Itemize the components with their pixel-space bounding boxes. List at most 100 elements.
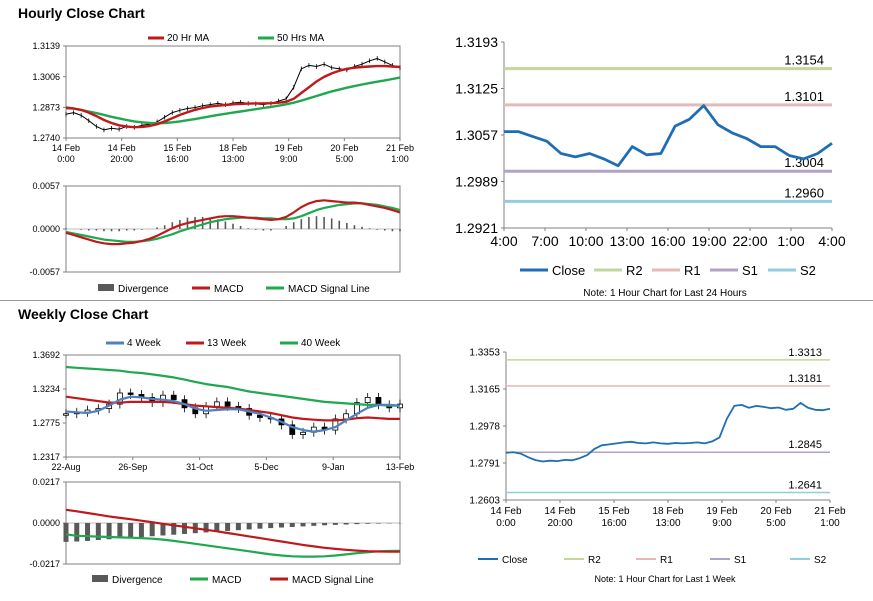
level-label-r1: 1.3101 [784, 89, 824, 104]
chart-note: Note: 1 Hour Chart for Last 24 Hours [583, 288, 746, 299]
legend-label-s2: S2 [800, 263, 816, 278]
y-tick-label: -0.0057 [29, 267, 60, 277]
x-tick-label: 20 Feb [760, 506, 792, 517]
y-tick-label: 1.3057 [455, 127, 498, 143]
x-tick-label: 20:00 [547, 518, 572, 529]
x-tick-label: 14 Feb [544, 506, 576, 517]
divergence-bar [343, 523, 349, 525]
macd-line [65, 533, 401, 558]
hourly-macd-chart: 0.0057 0.0000 -0.0057 Divergence MACD MACD… [29, 181, 401, 295]
pivot-levels: 1.3313 1.3181 1.2845 1.2641 [506, 347, 830, 494]
candle-body [224, 401, 231, 407]
x-tick-label: 20:00 [110, 154, 133, 164]
candle-body [127, 392, 134, 395]
x-tick-label: 16:00 [166, 154, 189, 164]
divergence-bar [246, 523, 252, 530]
legend-label-divergence: Divergence [118, 284, 169, 295]
divergence-bar [225, 523, 231, 531]
x-tick-label: 9:00 [712, 518, 732, 529]
legend-label-macd-signal: MACD Signal Line [288, 284, 370, 295]
x-tick-label: 18 Feb [652, 506, 684, 517]
series-lines [65, 56, 401, 133]
x-tick-label: 13:00 [609, 233, 644, 249]
weekly-pivot-legend: Close R2 R1 S1 S2 Note: 1 Hour Chart for… [478, 555, 827, 584]
candle-body [375, 397, 382, 406]
y-tick-label: 1.2775 [32, 418, 60, 428]
y-axis-ticks: 1.3139 1.3006 1.2873 1.2740 [32, 41, 66, 143]
y-tick-label: 1.2989 [455, 173, 498, 189]
x-tick-label: 1:00 [777, 233, 804, 249]
divergence-bar [235, 523, 241, 531]
x-tick-label: 15 Feb [163, 143, 191, 153]
divergence-bar [311, 523, 317, 526]
weekly-pivot-chart: 1.3313 1.3181 1.2845 1.2641 1.3353 1.3165 1.2… [469, 347, 846, 584]
x-tick-label: 5:00 [336, 154, 354, 164]
ma-13-week-line [65, 395, 400, 422]
x-tick-label: 1:00 [820, 518, 840, 529]
x-tick-label: 9:00 [280, 154, 298, 164]
x-tick-label: 4:00 [490, 233, 517, 249]
legend-label-20hr-ma: 20 Hr MA [167, 33, 210, 44]
y-tick-label: 1.3353 [469, 348, 500, 359]
candle-body [170, 394, 177, 401]
x-tick-label: 19 Feb [706, 506, 738, 517]
candle-body [213, 401, 220, 407]
divergence-bar [171, 523, 177, 535]
ma-4-week-line [65, 395, 401, 433]
hourly-price-legend: 20 Hr MA 50 Hrs MA [148, 33, 325, 44]
series-lines [505, 402, 831, 463]
divergence-bar [95, 523, 101, 541]
weekly-price-legend: 4 Week 13 Week 40 Week [106, 338, 341, 349]
divergence-bar [182, 523, 188, 534]
divergence-bar [268, 523, 274, 529]
x-tick-label: 9-Jan [322, 462, 345, 472]
divergence-bar [160, 523, 166, 536]
x-tick-label: 16:00 [650, 233, 685, 249]
y-tick-label: -0.0217 [29, 559, 60, 569]
y-tick-label: 1.2317 [32, 452, 60, 462]
level-label-s2: 1.2641 [788, 480, 822, 492]
x-tick-label: 20 Feb [330, 143, 358, 153]
x-axis-ticks: 4:00 7:00 10:00 13:00 16:00 19:00 22:00 1:00 4:0… [490, 228, 846, 249]
x-tick-label: 4:00 [818, 233, 845, 249]
y-tick-label: 1.3006 [32, 72, 60, 82]
y-tick-label: 1.3125 [455, 80, 498, 96]
ma-20-line [65, 64, 401, 129]
x-axis-ticks: 22-Aug 26-Sep 31-Oct 5-Dec 9-Jan 13-Feb [51, 457, 414, 472]
x-tick-label: 21 Feb [814, 506, 846, 517]
x-tick-label: 19:00 [691, 233, 726, 249]
candle-body [364, 397, 371, 404]
x-tick-label: 22:00 [732, 233, 767, 249]
legend-label-close: Close [502, 555, 528, 566]
y-tick-label: 1.3165 [469, 385, 500, 396]
level-label-s1: 1.2845 [788, 439, 822, 451]
close-line [505, 402, 831, 463]
chart-note: Note: 1 Hour Chart for Last 1 Week [595, 574, 736, 584]
legend-label-r2: R2 [626, 263, 643, 278]
divergence-bar [332, 523, 338, 525]
divergence-bar [300, 523, 306, 527]
legend-label-r2: R2 [588, 555, 601, 566]
divergence-bar [214, 523, 220, 532]
x-tick-label: 14 Feb [52, 143, 80, 153]
hourly-macd-legend: Divergence MACD MACD Signal Line [98, 284, 370, 295]
candle-body [300, 431, 306, 435]
weekly-price-chart: 4 Week 13 Week 40 Week 1.3692 1.3234 1.277… [32, 338, 414, 472]
y-tick-label: 1.3139 [32, 41, 60, 51]
y-tick-label: 1.2873 [32, 102, 60, 112]
legend-label-macd: MACD [212, 575, 241, 586]
legend-label-40week: 40 Week [301, 338, 341, 349]
divergence-bar [85, 523, 91, 541]
pivot-levels: 1.3154 1.3101 1.3004 1.2960 [504, 53, 832, 203]
divergence-bar [74, 523, 80, 542]
legend-swatch-divergence [98, 284, 114, 291]
x-tick-label: 26-Sep [118, 462, 147, 472]
series-lines [504, 104, 833, 168]
y-tick-label: 0.0000 [32, 518, 60, 528]
y-axis-ticks: 1.3193 1.3125 1.3057 1.2989 1.2921 [455, 34, 504, 236]
x-tick-label: 1:00 [391, 154, 409, 164]
y-tick-label: 1.2740 [32, 133, 60, 143]
x-tick-label: 10:00 [568, 233, 603, 249]
